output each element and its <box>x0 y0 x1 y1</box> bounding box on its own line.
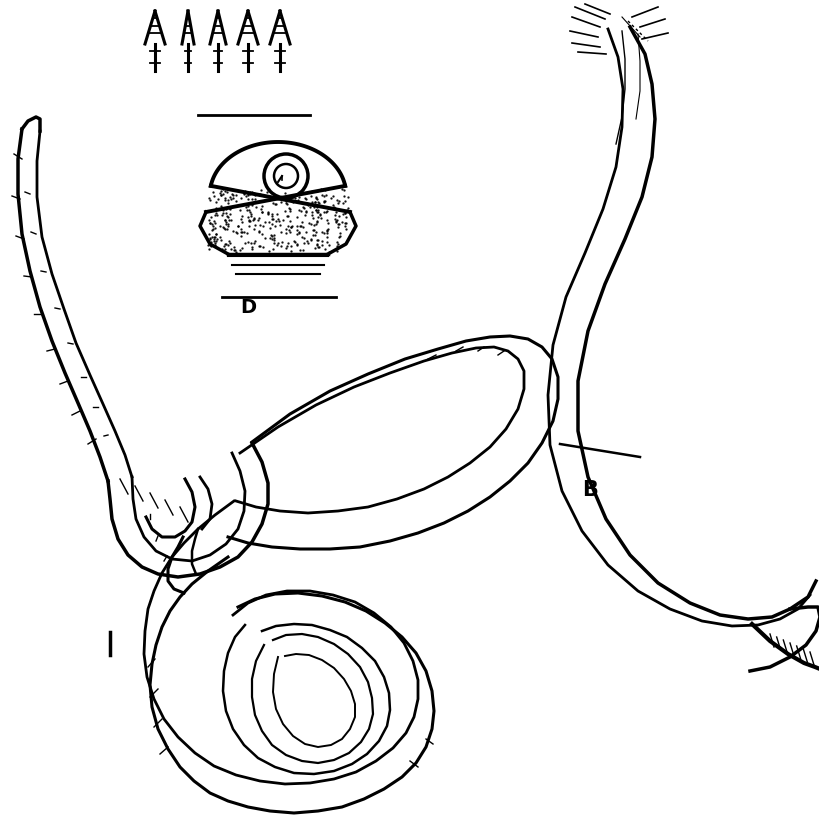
Text: B: B <box>581 479 597 500</box>
Text: D: D <box>240 298 256 317</box>
